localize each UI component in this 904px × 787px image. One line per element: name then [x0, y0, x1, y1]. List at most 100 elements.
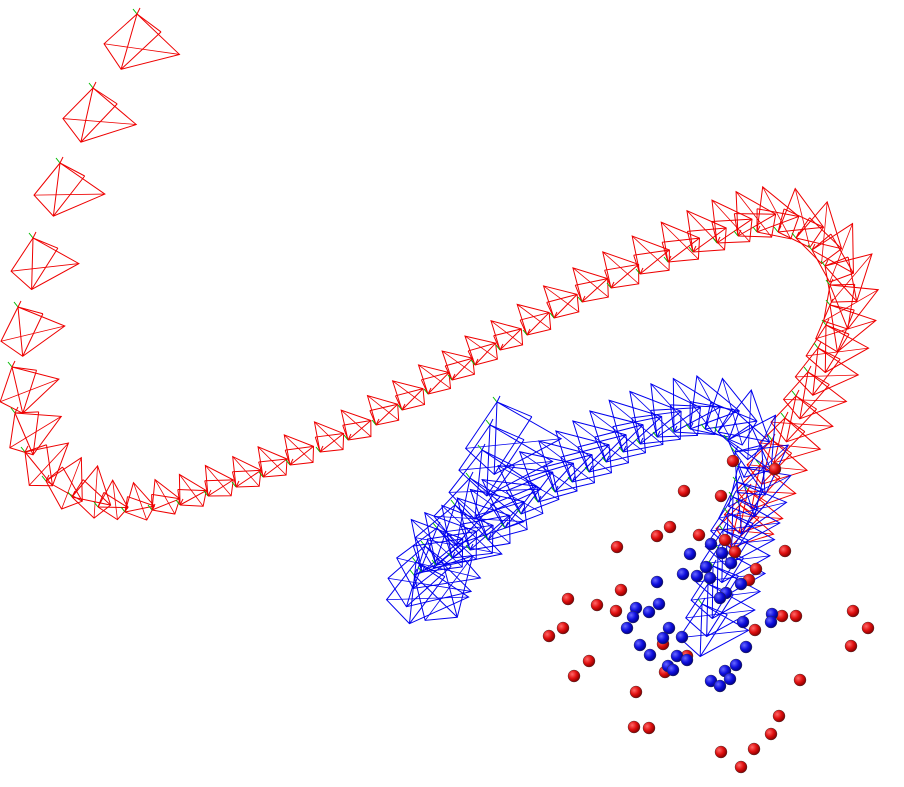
red-camera-frustum	[0, 300, 66, 357]
red-camera-frustum	[175, 473, 207, 507]
red-camera-frustum	[441, 350, 475, 381]
blue-camera-frustum	[464, 395, 563, 476]
red-landmark-point	[609, 604, 623, 618]
blue-landmark-point	[734, 577, 748, 591]
red-camera-frustum	[516, 303, 552, 336]
blue-landmark-point	[652, 597, 666, 611]
red-landmark-point	[764, 727, 778, 741]
red-camera-frustum	[758, 411, 822, 464]
red-landmark-point	[714, 745, 728, 759]
red-landmark-points	[542, 454, 875, 774]
red-camera-frustum	[752, 185, 800, 240]
blue-landmark-point	[633, 638, 647, 652]
red-camera-frustum	[283, 434, 315, 466]
blue-camera-frustum	[678, 597, 750, 658]
blue-landmark-point	[676, 567, 690, 581]
red-camera-frustum	[660, 221, 700, 263]
red-landmark-point	[627, 720, 641, 734]
blue-camera-frustum	[629, 390, 682, 445]
red-camera-frustum	[103, 7, 181, 70]
red-landmark-point	[778, 544, 792, 558]
red-camera-frustum	[631, 235, 670, 275]
red-camera-frustum	[33, 156, 106, 217]
red-landmark-point	[614, 583, 628, 597]
blue-landmark-point	[723, 672, 737, 686]
red-landmark-point	[846, 604, 860, 618]
blue-landmark-point	[715, 546, 729, 560]
red-camera-frustum	[711, 199, 753, 244]
blue-camera-frustum	[441, 504, 494, 559]
blue-landmark-points	[620, 537, 779, 693]
red-camera-frustum	[733, 190, 777, 238]
red-landmark-point	[748, 623, 762, 637]
red-landmark-point	[677, 484, 691, 498]
red-landmark-point	[734, 760, 748, 774]
red-camera-frustum	[794, 341, 860, 396]
blue-landmark-point	[666, 663, 680, 677]
blue-landmark-point	[683, 547, 697, 561]
red-landmark-point	[714, 489, 728, 503]
blue-landmark-point	[764, 615, 778, 629]
blue-landmark-point	[739, 640, 753, 654]
red-camera-frustum	[805, 318, 870, 374]
blue-camera-frustum	[456, 497, 511, 551]
red-camera-frustum	[773, 187, 825, 249]
red-landmark-point	[844, 639, 858, 653]
blue-landmark-point	[620, 621, 634, 635]
red-camera-frustum	[340, 409, 372, 441]
red-landmark-point	[718, 533, 732, 547]
red-landmark-point	[789, 609, 803, 623]
blue-landmark-point	[724, 556, 738, 570]
red-camera-frustum	[572, 267, 609, 303]
red-landmark-point	[629, 685, 643, 699]
red-landmark-point	[561, 592, 575, 606]
blue-camera-frustum	[518, 451, 578, 503]
red-camera-frustum	[602, 251, 640, 289]
red-landmark-point	[772, 709, 786, 723]
blue-landmark-point	[642, 605, 656, 619]
red-camera-frustum	[147, 478, 181, 515]
red-landmark-point	[542, 629, 556, 643]
blue-landmark-point	[736, 615, 750, 629]
blue-landmark-point	[729, 658, 743, 672]
blue-landmark-point	[690, 569, 704, 583]
red-camera-frustum	[490, 320, 524, 351]
red-camera-frustum	[93, 479, 129, 521]
red-camera-frustum	[257, 445, 288, 478]
blue-landmark-point	[650, 575, 664, 589]
red-landmark-point	[747, 742, 761, 756]
red-landmark-point	[692, 528, 706, 542]
red-camera-frustum	[9, 406, 63, 456]
red-camera-frustum	[823, 278, 880, 330]
blue-landmark-point	[699, 560, 713, 574]
blue-landmark-point	[656, 631, 670, 645]
red-camera-frustum	[10, 231, 80, 291]
blue-landmark-point	[626, 610, 640, 624]
red-landmark-point	[768, 462, 782, 476]
red-camera-frustum	[62, 81, 138, 143]
red-camera-frustum	[807, 222, 854, 283]
red-camera-frustum	[120, 481, 156, 521]
red-landmark-point	[610, 540, 624, 554]
red-landmark-point	[793, 673, 807, 687]
red-landmark-point	[642, 721, 656, 735]
red-camera-frustum	[313, 421, 345, 453]
blue-landmark-point	[703, 571, 717, 585]
blue-camera-frustum	[497, 465, 560, 515]
red-landmark-point	[556, 621, 570, 635]
red-landmark-point	[663, 520, 677, 534]
red-camera-trajectory	[0, 7, 880, 549]
blue-camera-trajectory	[385, 374, 792, 658]
blue-landmark-point	[680, 653, 694, 667]
blue-landmark-point	[713, 679, 727, 693]
blue-landmark-point	[662, 621, 676, 635]
red-camera-frustum	[67, 464, 112, 519]
red-camera-frustum	[231, 455, 262, 488]
red-camera-frustum	[770, 389, 834, 443]
red-landmark-point	[567, 669, 581, 683]
red-camera-frustum	[366, 394, 400, 426]
red-landmark-point	[582, 654, 596, 668]
red-camera-frustum	[542, 285, 580, 319]
